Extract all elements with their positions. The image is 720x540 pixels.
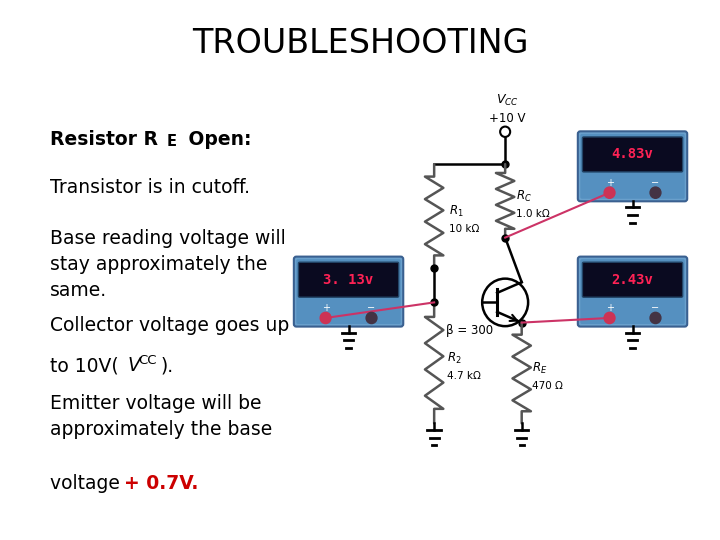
Text: β = 300: β = 300 [446,324,493,337]
Text: Collector voltage goes up: Collector voltage goes up [50,316,289,335]
Text: 3. 13v: 3. 13v [323,273,374,287]
FancyBboxPatch shape [299,262,399,297]
Text: + 0.7V.: + 0.7V. [124,474,198,493]
Text: TROUBLESHOOTING: TROUBLESHOOTING [192,27,528,60]
Text: −: − [652,303,660,313]
Text: 4.7 kΩ: 4.7 kΩ [446,371,480,381]
Text: Base reading voltage will
stay approximately the
same.: Base reading voltage will stay approxima… [50,230,286,300]
Text: 470 Ω: 470 Ω [532,381,563,391]
FancyBboxPatch shape [580,134,685,199]
FancyBboxPatch shape [578,131,687,201]
FancyBboxPatch shape [582,262,683,297]
Text: +: + [322,303,330,313]
FancyBboxPatch shape [294,256,403,327]
Text: +: + [606,303,613,313]
FancyBboxPatch shape [297,259,401,324]
Text: 2.43v: 2.43v [611,273,654,287]
Text: −: − [367,303,376,313]
FancyBboxPatch shape [582,137,683,172]
Text: 1.0 kΩ: 1.0 kΩ [516,209,549,219]
Text: Resistor R: Resistor R [50,130,158,148]
Text: $R_E$: $R_E$ [532,361,547,376]
Text: $R_2$: $R_2$ [446,351,462,366]
Circle shape [604,312,615,323]
Text: Transistor is in cutoff.: Transistor is in cutoff. [50,178,251,197]
Text: $R_C$: $R_C$ [516,189,531,204]
Circle shape [650,187,661,198]
Text: +10 V: +10 V [489,112,526,125]
FancyBboxPatch shape [578,256,687,327]
Text: $R_1$: $R_1$ [449,204,464,219]
Text: CC: CC [138,354,157,367]
Text: $V_{CC}$: $V_{CC}$ [496,93,518,108]
Text: V: V [127,356,140,375]
Text: Open:: Open: [182,130,252,148]
Text: to 10V(: to 10V( [50,356,119,375]
Circle shape [604,187,615,198]
Text: E: E [167,134,177,149]
Text: Emitter voltage will be
approximately the base: Emitter voltage will be approximately th… [50,394,273,439]
Text: ).: ). [161,356,174,375]
Text: +: + [606,178,613,188]
FancyBboxPatch shape [580,259,685,324]
Text: voltage: voltage [50,474,126,493]
Circle shape [650,312,661,323]
Circle shape [320,312,331,323]
Text: −: − [652,178,660,188]
Text: 4.83v: 4.83v [611,147,654,161]
Text: 10 kΩ: 10 kΩ [449,224,479,234]
Circle shape [366,312,377,323]
